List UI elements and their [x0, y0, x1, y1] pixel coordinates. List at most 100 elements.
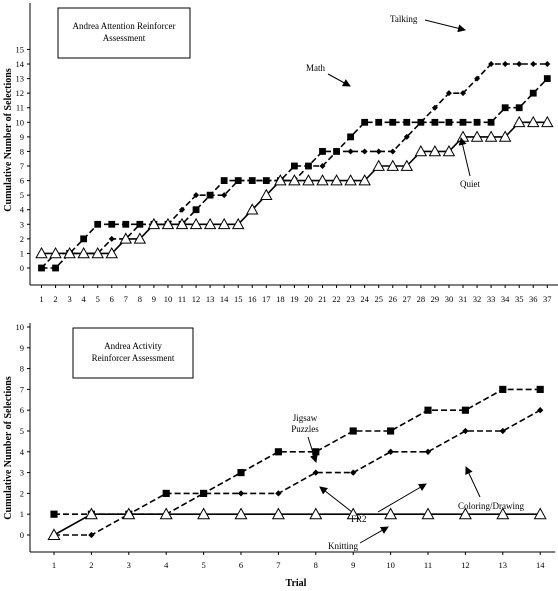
- attention-x-tick-label: 10: [164, 294, 173, 304]
- activity-series-jigsaw-puzzles-point: [424, 406, 432, 414]
- activity-series-jigsaw-puzzles-point: [312, 448, 320, 456]
- attention-series-math-point: [206, 191, 214, 199]
- activity-series-coloring-drawing-point: [312, 469, 319, 476]
- attention-series-quiet-point: [316, 174, 329, 186]
- talking-arrow: [424, 19, 466, 33]
- attention-series-math-point: [515, 104, 523, 112]
- attention-y-tick-label: 12: [16, 88, 25, 98]
- attention-series-quiet-point: [470, 130, 484, 142]
- attention-x-tick-label: 21: [318, 294, 327, 304]
- attention-series-math-point: [543, 75, 551, 82]
- activity-x-tick-label: 1: [52, 560, 56, 570]
- attention-x-tick-label: 18: [276, 294, 285, 304]
- attention-x-tick-label: 24: [360, 294, 369, 304]
- attention-series-quiet-point: [288, 174, 301, 186]
- activity-x-tick-label: 6: [239, 560, 243, 570]
- attention-x-tick-label: 27: [403, 294, 412, 304]
- attention-series-quiet-point: [512, 115, 526, 128]
- attention-series-math-point: [361, 118, 369, 126]
- attention-x-tick-label: 3: [67, 294, 71, 304]
- activity-series-knitting-point: [47, 528, 61, 541]
- attention-x-tick-label: 36: [529, 294, 538, 304]
- activity-series-jigsaw-puzzles-point: [349, 427, 357, 435]
- activity-series-coloring-drawing-point: [462, 427, 469, 435]
- attention-y-tick-label: 5: [20, 190, 24, 200]
- attention-y-tick-label: 6: [20, 176, 24, 186]
- attention-x-tick-label: 7: [124, 294, 128, 304]
- activity-series-knitting-point: [421, 507, 435, 520]
- activity-y-tick-label: 0: [20, 530, 24, 540]
- attention-series-math-point: [403, 118, 411, 126]
- activity-series-coloring-drawing-point: [387, 448, 394, 455]
- attention-x-tick-label: 37: [543, 294, 552, 304]
- activity-series-knitting-point: [122, 507, 136, 520]
- activity-x-tick-label: 2: [89, 560, 93, 570]
- attention-x-tick-label: 33: [487, 294, 496, 304]
- attention-x-tick-label: 23: [346, 294, 355, 304]
- attention-series-math-point: [108, 220, 116, 228]
- attention-series-math-point: [459, 118, 467, 126]
- attention-series-quiet-point: [105, 247, 118, 259]
- attention-x-tick-label: 22: [332, 294, 341, 304]
- activity-series-knitting-point: [84, 507, 98, 520]
- attention-series-talking-point: [319, 163, 326, 170]
- attention-series-talking-point: [375, 148, 382, 155]
- attention-series-talking-point: [445, 90, 452, 97]
- attention-series-quiet-point: [217, 217, 231, 230]
- attention-series-math-point: [417, 118, 425, 126]
- activity-series-knitting-point: [458, 507, 472, 520]
- activity-series-coloring-drawing-point: [424, 448, 432, 455]
- attention-x-tick-label: 6: [110, 294, 114, 304]
- attention-series-math-point: [220, 177, 228, 184]
- activity-y-tick-label: 9: [20, 343, 24, 353]
- attention-series-math-point: [262, 177, 270, 184]
- activity-y-axis-title: Cumulative Number of Selections: [3, 376, 14, 520]
- attention-series-quiet-point: [49, 247, 62, 259]
- coloring-arrow: [465, 466, 481, 498]
- attention-series-quiet-point: [147, 217, 161, 230]
- attention-series-quiet-point: [414, 145, 428, 157]
- attention-series: [35, 61, 554, 272]
- attention-y-axis-title: Cumulative Number of Selections: [3, 68, 14, 212]
- attention-x-tick-label: 28: [417, 294, 426, 304]
- activity-series-knitting-point: [159, 507, 173, 520]
- attention-y-tick-label: 8: [20, 146, 24, 156]
- attention-x-tick-label: 19: [290, 294, 299, 304]
- attention-title-box: [57, 7, 191, 59]
- knitting-arrow: [359, 526, 389, 544]
- activity-series-coloring-drawing-point: [275, 490, 282, 497]
- math-label: Math: [306, 63, 325, 73]
- attention-series-quiet-point: [189, 217, 203, 230]
- math-arrow: [327, 73, 351, 87]
- attention-series-talking-point: [488, 61, 495, 68]
- attention-series-talking-point: [193, 192, 200, 199]
- activity-series-knitting-point: [309, 507, 323, 520]
- attention-series-math-point: [52, 264, 59, 272]
- activity-series-jigsaw-puzzles-point: [237, 469, 245, 477]
- activity-series-knitting-point: [234, 507, 248, 520]
- attention-series-talking-point: [389, 148, 396, 155]
- activity-series-coloring-drawing-point: [88, 531, 95, 539]
- attention-series-math-point: [192, 206, 200, 214]
- attention-series-quiet-point: [175, 217, 189, 230]
- fr2-arrow-right: [377, 483, 427, 513]
- activity-title-line1: Andrea Activity: [104, 341, 162, 351]
- attention-x-tick-label: 5: [96, 294, 100, 304]
- attention-x-tick-label: 8: [138, 294, 142, 304]
- activity-y-tick-label: 8: [20, 364, 24, 374]
- attention-y-tick-label: 3: [20, 219, 24, 229]
- attention-y-tick-label: 10: [16, 117, 25, 127]
- attention-x-tick-label: 29: [431, 294, 440, 304]
- attention-series-math-point: [445, 118, 453, 126]
- activity-y-tick-label: 4: [20, 447, 25, 457]
- attention-y-tick-label: 15: [16, 44, 25, 54]
- attention-y-tick-label: 7: [20, 161, 24, 171]
- attention-series-math-point: [305, 162, 312, 170]
- activity-x-tick-label: 4: [164, 560, 169, 570]
- activity-series-knitting-point: [271, 507, 285, 520]
- attention-x-tick-label: 11: [178, 294, 186, 304]
- attention-series-quiet-point: [330, 174, 343, 186]
- activity-x-tick-label: 8: [314, 560, 318, 570]
